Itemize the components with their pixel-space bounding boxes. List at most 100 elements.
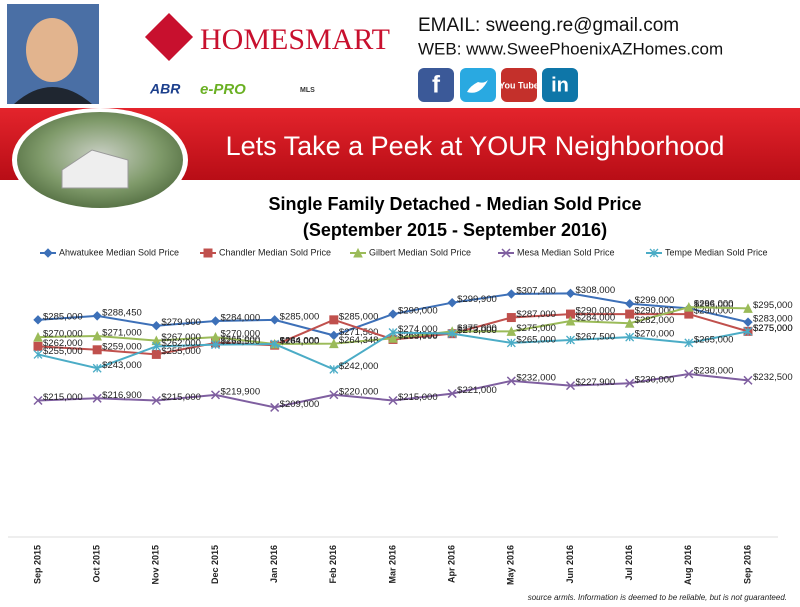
x-tick-label: Jul 2016 bbox=[624, 545, 634, 581]
data-label: $219,900 bbox=[221, 386, 261, 397]
data-label: $271,500 bbox=[339, 327, 379, 338]
point bbox=[743, 317, 753, 327]
x-tick-label: Feb 2016 bbox=[328, 545, 338, 584]
point bbox=[624, 318, 635, 328]
data-label: $275,000 bbox=[457, 323, 497, 334]
data-label: $267,500 bbox=[576, 332, 616, 343]
point bbox=[329, 338, 339, 349]
point bbox=[329, 364, 339, 374]
data-label: $243,000 bbox=[102, 360, 142, 371]
legend-label: Gilbert Median Sold Price bbox=[369, 247, 471, 257]
point bbox=[743, 303, 753, 313]
x-tick-label: Sep 2015 bbox=[32, 545, 42, 584]
data-label: $232,000 bbox=[516, 372, 556, 383]
point bbox=[92, 363, 102, 373]
legend-label: Chandler Median Sold Price bbox=[219, 247, 331, 257]
data-label: $264,348 bbox=[339, 335, 379, 346]
point bbox=[388, 395, 398, 406]
point bbox=[625, 378, 635, 388]
youtube-label: You Tube bbox=[499, 80, 539, 90]
point bbox=[506, 326, 517, 336]
agent-suit bbox=[14, 87, 92, 104]
data-label: $275,000 bbox=[753, 323, 793, 334]
point bbox=[684, 369, 694, 379]
x-tick-label: Mar 2016 bbox=[387, 545, 397, 584]
data-label: $287,000 bbox=[516, 309, 556, 320]
data-label: $232,500 bbox=[753, 372, 793, 383]
point bbox=[566, 335, 575, 345]
data-label: $215,000 bbox=[398, 392, 438, 403]
point bbox=[684, 302, 694, 312]
data-label: $299,000 bbox=[635, 295, 675, 306]
data-label: $263,000 bbox=[280, 337, 320, 348]
point bbox=[565, 315, 576, 326]
point bbox=[92, 345, 102, 355]
point bbox=[684, 338, 694, 348]
house bbox=[61, 149, 129, 189]
website: WEB: www.SweePhoenixAZHomes.com bbox=[418, 39, 723, 58]
point bbox=[743, 326, 753, 336]
legend-label: Tempe Median Sold Price bbox=[665, 247, 768, 257]
linkedin-label: in bbox=[551, 74, 569, 96]
x-tick-label: Oct 2015 bbox=[92, 545, 102, 583]
facebook-icon[interactable] bbox=[418, 68, 454, 102]
data-label: $273,000 bbox=[457, 325, 497, 336]
x-tick-label: Dec 2015 bbox=[210, 545, 220, 584]
data-label: $215,000 bbox=[161, 392, 201, 403]
point bbox=[624, 299, 635, 309]
data-label: $259,000 bbox=[102, 341, 142, 352]
legend-marker bbox=[203, 248, 213, 258]
data-label: $265,000 bbox=[694, 334, 734, 345]
data-label: $255,000 bbox=[161, 346, 201, 357]
data-label: $307,400 bbox=[516, 286, 556, 297]
data-label: $290,000 bbox=[635, 306, 675, 317]
point bbox=[270, 339, 280, 349]
youtube-icon[interactable] bbox=[501, 68, 537, 102]
point bbox=[506, 376, 516, 386]
data-label: $262,000 bbox=[161, 338, 201, 349]
data-label: $283,000 bbox=[753, 314, 793, 325]
point bbox=[151, 395, 161, 406]
data-label: $262,000 bbox=[43, 338, 83, 349]
x-tick-label: Nov 2015 bbox=[151, 545, 161, 585]
data-label: $285,000 bbox=[43, 311, 83, 322]
point bbox=[388, 333, 398, 343]
legend-marker bbox=[43, 248, 53, 258]
chart: Sep 2015 Oct 2015 Nov 2015 Dec 2015 Jan 2016… bbox=[8, 247, 793, 585]
chart-title: Single Family Detached - Median Sold Pri… bbox=[268, 194, 641, 214]
data-label: $274,000 bbox=[398, 324, 438, 335]
point bbox=[92, 330, 102, 341]
data-label: $295,000 bbox=[694, 300, 734, 311]
data-label: $296,000 bbox=[694, 299, 734, 310]
data-label: $285,000 bbox=[339, 311, 379, 322]
data-label: $285,000 bbox=[280, 311, 320, 322]
data-label: $308,000 bbox=[576, 285, 616, 296]
data-label: $221,000 bbox=[457, 385, 497, 396]
x-tick-label: Sep 2016 bbox=[742, 545, 752, 584]
legend-marker bbox=[353, 247, 363, 258]
point bbox=[33, 315, 43, 325]
badge: MLS bbox=[300, 87, 315, 94]
point bbox=[151, 321, 162, 331]
point bbox=[329, 390, 339, 400]
point bbox=[447, 389, 457, 399]
data-label: $275,000 bbox=[516, 323, 556, 334]
point bbox=[210, 316, 221, 326]
point bbox=[151, 349, 161, 359]
legend-marker bbox=[649, 248, 659, 258]
data-label: $270,000 bbox=[635, 329, 675, 340]
point bbox=[447, 297, 457, 308]
facebook-label: f bbox=[432, 71, 441, 98]
data-label: $284,000 bbox=[576, 313, 616, 324]
email: EMAIL: sweeng.re@gmail.com bbox=[418, 15, 679, 36]
point bbox=[625, 332, 635, 342]
logo-mark bbox=[144, 12, 194, 62]
point bbox=[388, 328, 398, 337]
data-label: $290,000 bbox=[398, 306, 438, 317]
data-label: $267,000 bbox=[161, 332, 201, 343]
data-label: $299,900 bbox=[457, 294, 497, 305]
linkedin-icon[interactable] bbox=[542, 68, 578, 102]
data-label: $268,000 bbox=[398, 331, 438, 342]
